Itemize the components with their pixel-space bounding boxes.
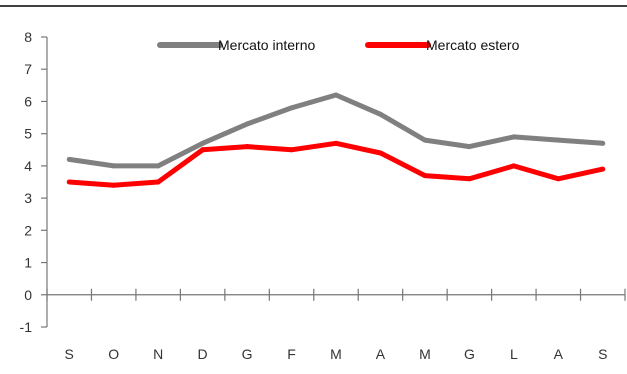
data-point (111, 182, 117, 188)
data-point (600, 166, 606, 172)
data-point (200, 147, 206, 153)
data-point (289, 147, 295, 153)
legend-label: Mercato estero (426, 37, 520, 53)
y-tick-label: 0 (24, 287, 32, 303)
x-tick-label: A (554, 346, 564, 362)
data-point (244, 144, 250, 150)
x-tick-label: O (108, 346, 119, 362)
y-tick-label: -1 (20, 319, 33, 335)
x-tick-label: N (153, 346, 163, 362)
x-tick-label: S (65, 346, 74, 362)
x-tick-label: S (598, 346, 607, 362)
x-tick-label: A (376, 346, 386, 362)
data-point (289, 105, 295, 111)
y-tick-label: 5 (24, 126, 32, 142)
data-point (333, 140, 339, 146)
x-tick-label: M (330, 346, 342, 362)
series-line-1 (68, 92, 603, 169)
data-point (555, 176, 561, 182)
x-tick-label: D (198, 346, 208, 362)
data-point (200, 140, 206, 146)
data-point (66, 156, 72, 162)
data-point (466, 176, 472, 182)
y-tick-label: 6 (24, 93, 32, 109)
data-point (600, 140, 606, 146)
data-point (377, 150, 383, 156)
data-point (555, 137, 561, 143)
data-point (155, 179, 161, 185)
data-point (66, 179, 72, 185)
y-tick-label: 4 (24, 158, 32, 174)
data-point (511, 134, 517, 140)
x-tick-label: F (287, 346, 296, 362)
y-tick-label: 7 (24, 61, 32, 77)
data-point (511, 163, 517, 169)
x-tick-label: L (510, 346, 518, 362)
y-tick-label: 8 (24, 29, 32, 45)
data-point (155, 163, 161, 169)
y-tick-label: 1 (24, 255, 32, 271)
data-point (377, 111, 383, 117)
data-point (422, 137, 428, 143)
y-tick-label: 2 (24, 222, 32, 238)
data-point (111, 163, 117, 169)
x-tick-label: G (464, 346, 475, 362)
x-tick-label: G (242, 346, 253, 362)
data-point (422, 173, 428, 179)
data-point (466, 144, 472, 150)
x-tick-label: M (419, 346, 431, 362)
data-point (244, 121, 250, 127)
y-tick-label: 3 (24, 190, 32, 206)
legend-label: Mercato interno (218, 37, 315, 53)
data-point (333, 92, 339, 98)
